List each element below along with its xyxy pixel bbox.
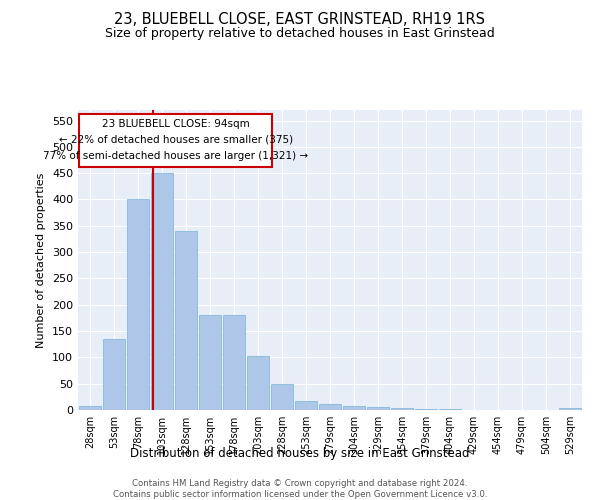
Text: Contains HM Land Registry data © Crown copyright and database right 2024.: Contains HM Land Registry data © Crown c… (132, 479, 468, 488)
Text: Contains public sector information licensed under the Open Government Licence v3: Contains public sector information licen… (113, 490, 487, 499)
Text: Size of property relative to detached houses in East Grinstead: Size of property relative to detached ho… (105, 28, 495, 40)
Bar (559, 408, 581, 410)
Bar (367, 408, 389, 410)
Bar (415, 409, 437, 410)
FancyBboxPatch shape (79, 114, 272, 167)
Bar (391, 408, 413, 410)
Bar (103, 339, 125, 410)
Text: 23 BLUEBELL CLOSE: 94sqm: 23 BLUEBELL CLOSE: 94sqm (102, 119, 250, 129)
Bar (175, 231, 197, 410)
Text: ← 22% of detached houses are smaller (375): ← 22% of detached houses are smaller (37… (59, 135, 293, 145)
Bar (127, 200, 149, 410)
Bar (295, 401, 317, 410)
Bar (79, 406, 101, 410)
Bar (271, 384, 293, 410)
Text: 23, BLUEBELL CLOSE, EAST GRINSTEAD, RH19 1RS: 23, BLUEBELL CLOSE, EAST GRINSTEAD, RH19… (115, 12, 485, 28)
Text: 77% of semi-detached houses are larger (1,321) →: 77% of semi-detached houses are larger (… (43, 151, 308, 161)
Bar (199, 316, 221, 410)
Bar (223, 316, 245, 410)
Bar (319, 404, 341, 410)
Bar (151, 173, 173, 410)
Bar (343, 406, 365, 410)
Bar (439, 409, 461, 410)
Bar (247, 356, 269, 410)
Y-axis label: Number of detached properties: Number of detached properties (37, 172, 46, 348)
Text: Distribution of detached houses by size in East Grinstead: Distribution of detached houses by size … (130, 448, 470, 460)
